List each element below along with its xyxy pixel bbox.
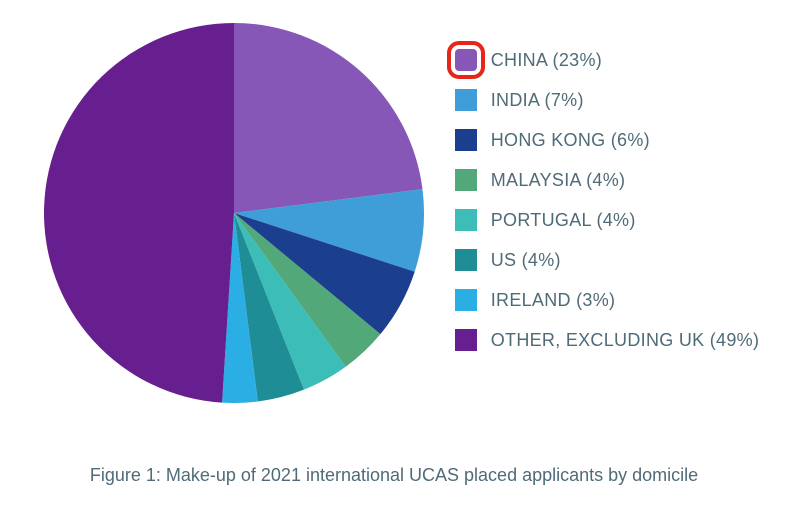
legend-swatch [455, 129, 477, 151]
legend-item: CHINA (23%) [455, 40, 760, 80]
figure-caption: Figure 1: Make-up of 2021 international … [0, 465, 788, 486]
pie-chart [39, 18, 429, 408]
legend-item: PORTUGAL (4%) [455, 200, 760, 240]
legend-label: OTHER, EXCLUDING UK (49%) [491, 330, 760, 351]
legend-item: US (4%) [455, 240, 760, 280]
legend-swatch [455, 89, 477, 111]
legend-swatch [455, 329, 477, 351]
legend-label: CHINA (23%) [491, 50, 602, 71]
legend-item: OTHER, EXCLUDING UK (49%) [455, 320, 760, 360]
legend-label: MALAYSIA (4%) [491, 170, 626, 191]
legend-label: US (4%) [491, 250, 561, 271]
legend-swatch [455, 209, 477, 231]
pie-slice [44, 23, 234, 403]
legend-item: HONG KONG (6%) [455, 120, 760, 160]
legend: CHINA (23%) INDIA (7%) HONG KONG (6%) MALAY… [455, 40, 760, 360]
pie-slice [234, 23, 423, 213]
legend-swatch [455, 169, 477, 191]
legend-label: IRELAND (3%) [491, 290, 616, 311]
legend-item: INDIA (7%) [455, 80, 760, 120]
legend-swatch [455, 49, 477, 71]
legend-label: HONG KONG (6%) [491, 130, 650, 151]
legend-label: INDIA (7%) [491, 90, 584, 111]
legend-item: IRELAND (3%) [455, 280, 760, 320]
chart-row: CHINA (23%) INDIA (7%) HONG KONG (6%) MALAY… [0, 18, 788, 408]
figure-container: CHINA (23%) INDIA (7%) HONG KONG (6%) MALAY… [0, 0, 788, 508]
legend-label: PORTUGAL (4%) [491, 210, 636, 231]
legend-swatch [455, 289, 477, 311]
legend-swatch [455, 249, 477, 271]
legend-item: MALAYSIA (4%) [455, 160, 760, 200]
